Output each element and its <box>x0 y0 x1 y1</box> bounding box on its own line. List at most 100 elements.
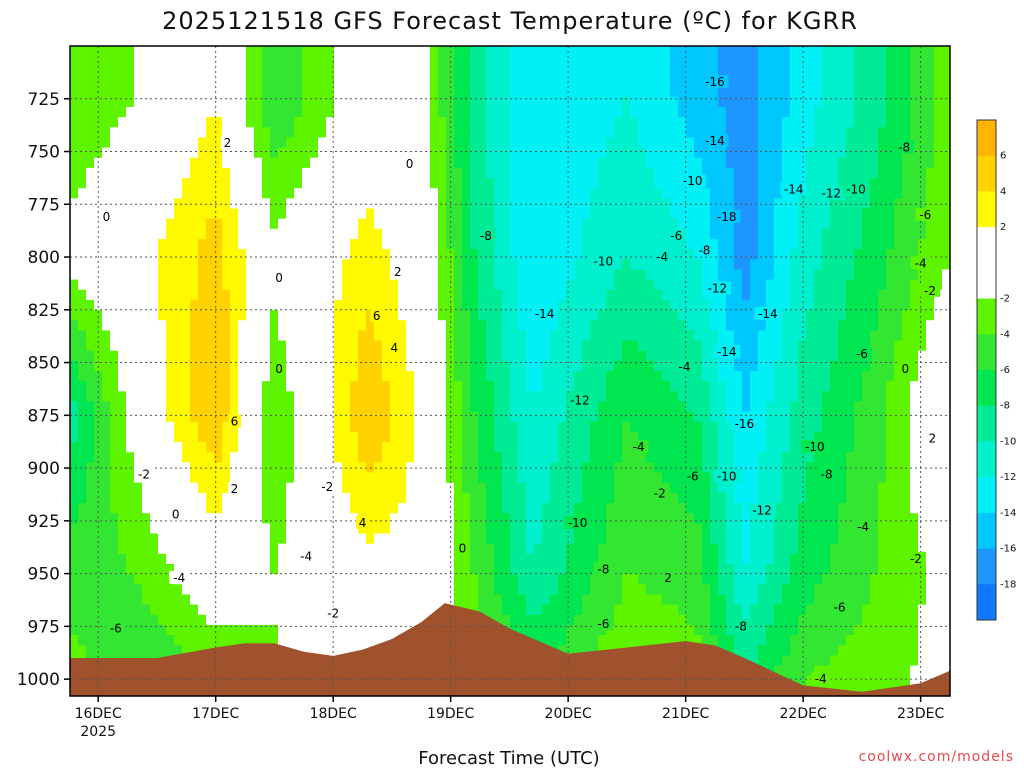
temperature-cell <box>78 533 87 545</box>
temperature-cell <box>518 350 527 362</box>
temperature-cell <box>398 198 407 210</box>
temperature-cell <box>486 289 495 301</box>
temperature-cell <box>470 249 479 260</box>
temperature-cell <box>486 411 495 423</box>
temperature-cell <box>566 594 575 606</box>
temperature-cell <box>662 381 671 392</box>
temperature-cell <box>350 614 359 626</box>
temperature-cell <box>606 482 615 494</box>
temperature-cell <box>126 614 135 626</box>
temperature-cell <box>678 513 687 524</box>
temperature-cell <box>78 604 87 616</box>
temperature-cell <box>678 462 687 474</box>
temperature-cell <box>686 563 695 575</box>
temperature-cell <box>310 330 319 342</box>
temperature-cell <box>270 391 279 403</box>
temperature-cell <box>686 269 695 281</box>
temperature-cell <box>590 310 599 321</box>
temperature-cell <box>630 56 639 67</box>
temperature-cell <box>78 340 87 352</box>
temperature-cell <box>422 574 431 585</box>
temperature-cell <box>174 269 183 281</box>
temperature-cell <box>286 188 295 199</box>
temperature-cell <box>326 401 335 413</box>
temperature-cell <box>686 238 695 250</box>
temperature-cell <box>574 594 583 606</box>
temperature-cell <box>110 238 119 250</box>
temperature-cell <box>390 249 399 260</box>
temperature-cell <box>470 452 479 464</box>
temperature-cell <box>222 523 231 535</box>
temperature-cell <box>414 188 423 199</box>
temperature-cell <box>622 523 631 535</box>
temperature-cell <box>286 553 295 565</box>
temperature-cell <box>486 594 495 606</box>
temperature-cell <box>302 86 311 98</box>
temperature-cell <box>126 472 135 484</box>
temperature-cell <box>158 127 167 139</box>
temperature-cell <box>686 553 695 565</box>
temperature-cell <box>662 635 671 646</box>
temperature-cell <box>182 624 191 636</box>
temperature-cell <box>190 523 199 535</box>
temperature-cell <box>254 279 263 291</box>
temperature-cell <box>126 371 135 382</box>
temperature-cell <box>654 411 663 423</box>
temperature-cell <box>478 452 487 464</box>
temperature-cell <box>406 56 415 67</box>
temperature-cell <box>78 66 87 78</box>
temperature-cell <box>206 117 215 128</box>
temperature-cell <box>126 188 135 199</box>
temperature-cell <box>70 360 79 372</box>
temperature-cell <box>598 188 607 199</box>
temperature-cell <box>278 604 287 616</box>
temperature-cell <box>94 604 103 616</box>
temperature-cell <box>566 147 575 159</box>
temperature-cell <box>422 167 431 179</box>
temperature-cell <box>518 117 527 128</box>
temperature-cell <box>150 614 159 626</box>
temperature-cell <box>638 269 647 281</box>
temperature-cell <box>590 147 599 159</box>
temperature-cell <box>254 503 263 514</box>
temperature-cell <box>150 503 159 514</box>
temperature-cell <box>366 543 375 555</box>
temperature-cell <box>342 117 351 128</box>
temperature-cell <box>278 289 287 301</box>
temperature-cell <box>494 614 503 626</box>
temperature-cell <box>646 106 655 118</box>
temperature-cell <box>342 198 351 210</box>
temperature-cell <box>502 482 511 494</box>
temperature-cell <box>430 157 439 169</box>
temperature-cell <box>110 635 119 646</box>
temperature-cell <box>478 340 487 352</box>
temperature-cell <box>558 228 567 240</box>
temperature-cell <box>214 442 223 453</box>
temperature-cell <box>94 218 103 230</box>
temperature-cell <box>302 76 311 88</box>
temperature-cell <box>430 76 439 88</box>
temperature-cell <box>422 198 431 210</box>
temperature-cell <box>158 56 167 67</box>
temperature-cell <box>182 584 191 596</box>
temperature-cell <box>70 127 79 139</box>
temperature-cell <box>558 96 567 108</box>
temperature-cell <box>102 106 111 118</box>
temperature-cell <box>622 614 631 626</box>
temperature-cell <box>246 228 255 240</box>
temperature-cell <box>102 289 111 301</box>
temperature-cell <box>326 66 335 78</box>
temperature-cell <box>286 46 295 57</box>
temperature-cell <box>70 421 79 433</box>
temperature-cell <box>190 289 199 301</box>
temperature-cell <box>102 553 111 565</box>
temperature-cell <box>478 249 487 260</box>
temperature-cell <box>270 56 279 67</box>
temperature-cell <box>102 310 111 321</box>
temperature-cell <box>142 46 151 57</box>
temperature-cell <box>422 218 431 230</box>
temperature-cell <box>166 157 175 169</box>
temperature-cell <box>102 350 111 362</box>
temperature-cell <box>150 401 159 413</box>
temperature-cell <box>358 167 367 179</box>
